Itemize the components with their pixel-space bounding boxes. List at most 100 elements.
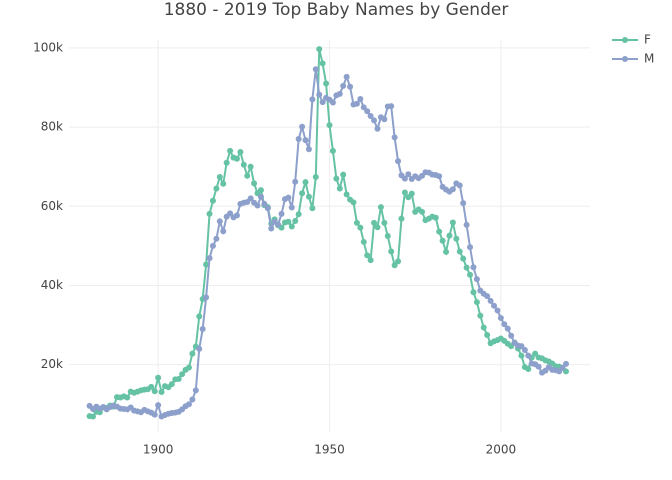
point	[432, 214, 439, 221]
point	[319, 99, 326, 106]
point	[155, 374, 162, 381]
point	[155, 402, 162, 409]
point	[340, 82, 347, 89]
point	[233, 155, 240, 162]
point	[340, 171, 347, 178]
point	[353, 219, 360, 226]
point	[333, 175, 340, 182]
legend-label: F	[644, 33, 651, 47]
point	[257, 187, 264, 194]
point	[364, 252, 371, 259]
point	[456, 182, 463, 189]
point	[525, 352, 532, 359]
point	[278, 210, 285, 217]
point	[216, 174, 223, 181]
point	[329, 147, 336, 154]
point	[216, 218, 223, 225]
point	[209, 197, 216, 204]
point	[381, 116, 388, 123]
point	[189, 350, 196, 357]
point	[484, 293, 491, 300]
point	[497, 314, 504, 321]
point	[185, 401, 192, 408]
point	[251, 180, 258, 187]
point	[257, 193, 264, 200]
point	[268, 225, 275, 232]
point	[467, 271, 474, 278]
point	[374, 125, 381, 132]
point	[148, 383, 155, 390]
point	[168, 381, 175, 388]
point	[309, 96, 316, 103]
point	[501, 321, 508, 328]
point	[244, 172, 251, 179]
point	[261, 200, 268, 207]
point	[357, 95, 364, 102]
point	[292, 178, 299, 185]
point	[508, 332, 515, 339]
y-tick-label: 100k	[33, 40, 63, 54]
point	[463, 221, 470, 228]
y-tick-label: 80k	[41, 120, 63, 134]
point	[473, 299, 480, 306]
point	[151, 411, 158, 418]
point	[521, 347, 528, 354]
point	[391, 262, 398, 269]
point	[463, 264, 470, 271]
x-tick-label: 1950	[314, 443, 345, 457]
point	[196, 313, 203, 320]
point	[237, 149, 244, 156]
point	[295, 211, 302, 218]
point	[196, 345, 203, 352]
point	[388, 103, 395, 110]
point	[484, 331, 491, 338]
point	[285, 218, 292, 225]
point	[436, 173, 443, 180]
point	[374, 224, 381, 231]
point	[185, 364, 192, 371]
point	[254, 202, 261, 209]
chart-title: 1880 - 2019 Top Baby Names by Gender	[164, 0, 509, 20]
point	[449, 186, 456, 193]
point	[203, 261, 210, 268]
point	[353, 100, 360, 107]
point	[367, 113, 374, 120]
legend-marker	[622, 37, 628, 43]
point	[285, 194, 292, 201]
point	[124, 394, 131, 401]
point	[220, 180, 227, 187]
point	[309, 205, 316, 212]
point	[473, 276, 480, 283]
point	[347, 83, 354, 90]
point	[305, 146, 312, 153]
point	[395, 158, 402, 165]
y-tick-label: 60k	[41, 199, 63, 213]
point	[364, 108, 371, 115]
point	[439, 237, 446, 244]
point	[360, 104, 367, 111]
point	[470, 289, 477, 296]
point	[151, 388, 158, 395]
point	[449, 219, 456, 226]
point	[336, 185, 343, 192]
point	[175, 375, 182, 382]
point	[384, 233, 391, 239]
point	[223, 159, 230, 166]
point	[405, 171, 412, 178]
point	[401, 189, 408, 196]
point	[206, 255, 213, 262]
point	[371, 117, 378, 124]
point	[504, 325, 511, 332]
point	[299, 190, 306, 197]
point	[480, 324, 487, 331]
point	[371, 219, 378, 226]
point	[319, 60, 326, 67]
point	[158, 389, 165, 396]
point	[357, 224, 364, 231]
point	[89, 413, 96, 420]
point	[323, 80, 330, 87]
point	[302, 179, 309, 186]
point	[532, 350, 539, 357]
point	[233, 212, 240, 219]
